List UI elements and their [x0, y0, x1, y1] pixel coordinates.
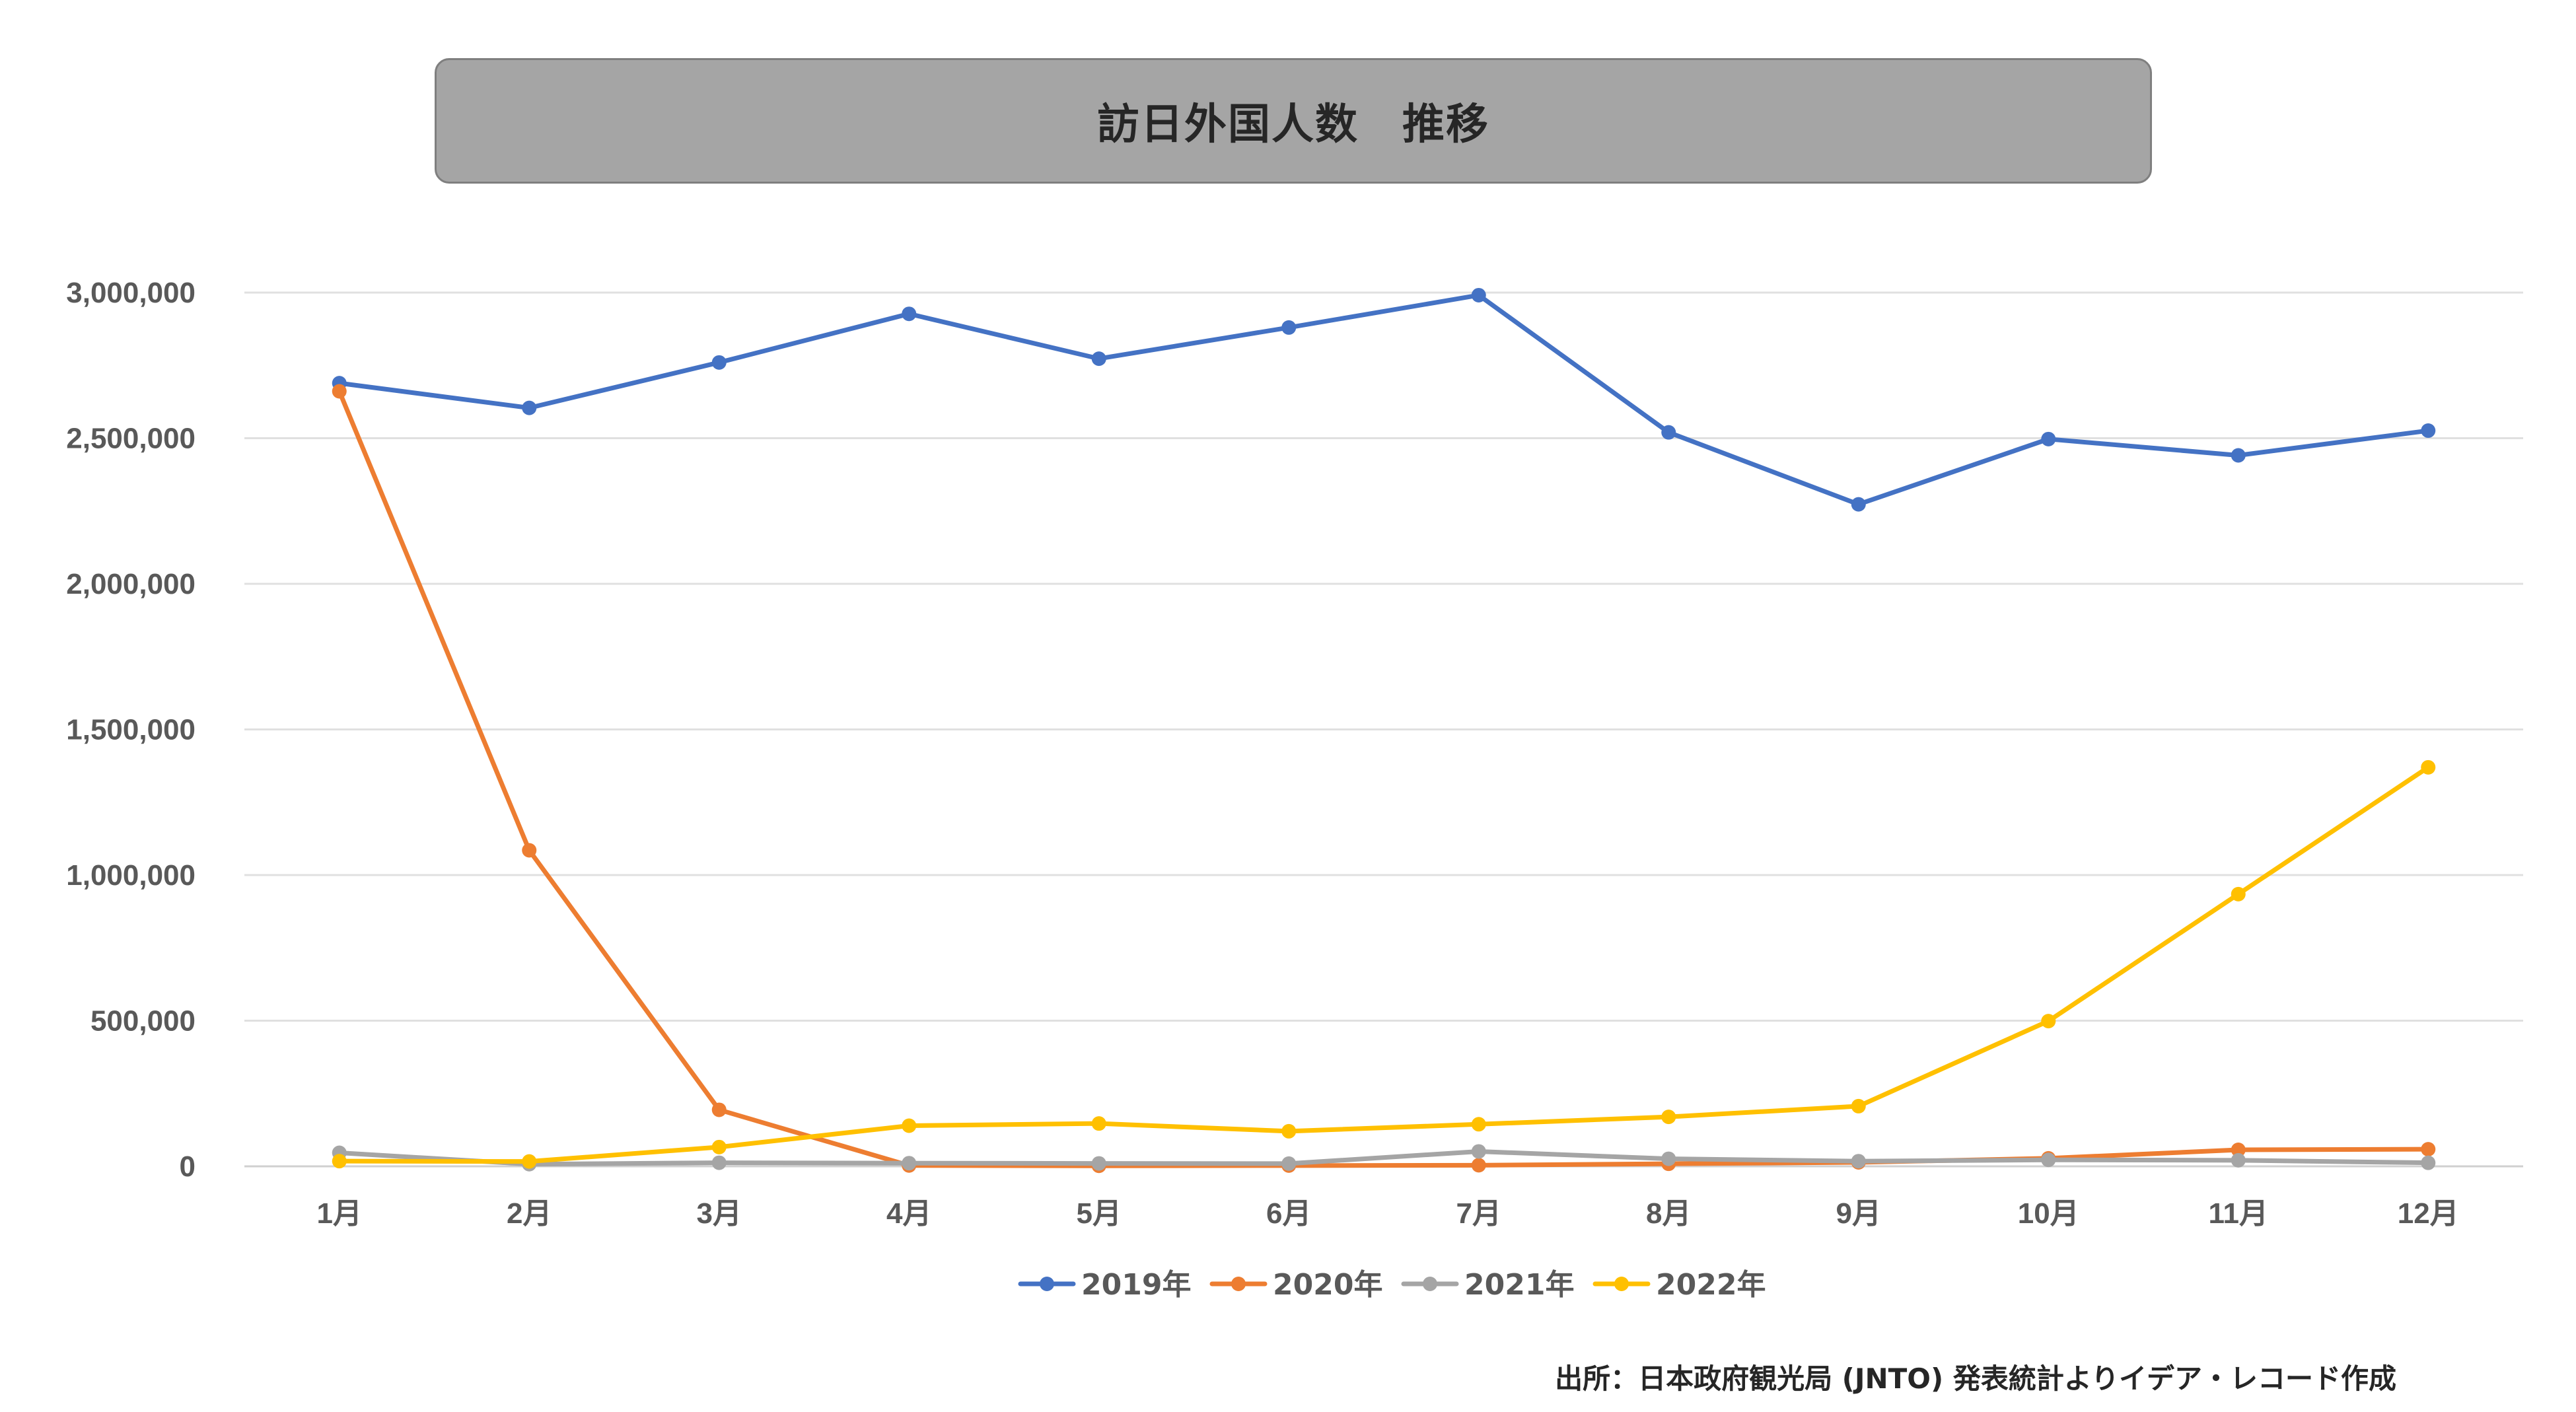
data-point — [711, 355, 727, 370]
x-tick-label: 1月 — [317, 1197, 362, 1230]
data-point — [2041, 1152, 2056, 1168]
legend-item: 2020年 — [1209, 1268, 1382, 1302]
data-point — [711, 1139, 727, 1154]
y-tick-label: 2,000,000 — [66, 568, 196, 600]
data-point — [2421, 759, 2436, 775]
data-point — [2231, 448, 2246, 463]
data-point — [2421, 1155, 2436, 1170]
x-tick-label: 8月 — [1646, 1197, 1691, 1230]
data-point — [1281, 1123, 1297, 1139]
chart-title: 訪日外国人数 推移 — [1097, 100, 1489, 149]
legend-marker — [1423, 1277, 1437, 1291]
series-line — [337, 388, 2431, 1168]
data-point — [1091, 1116, 1106, 1131]
series-1 — [332, 287, 2436, 512]
x-tick-label: 4月 — [886, 1197, 931, 1230]
series-line — [337, 765, 2431, 1164]
series-line — [337, 1148, 2431, 1167]
legend-label: 2019年 — [1081, 1268, 1191, 1302]
y-tick-label: 1,500,000 — [66, 714, 196, 746]
y-tick-label: 0 — [180, 1150, 196, 1183]
data-point — [1851, 1098, 1866, 1113]
grid-lines — [244, 291, 2523, 1168]
legend-item: 2019年 — [1018, 1268, 1191, 1302]
source-note: 出所：日本政府観光局 (JNTO) 発表統計よりイデア・レコード作成 — [1555, 1362, 2396, 1395]
data-point — [1661, 1151, 1676, 1166]
x-tick-label: 2月 — [507, 1197, 552, 1230]
data-point — [1851, 1154, 1866, 1169]
legend-marker — [1040, 1277, 1054, 1291]
data-point — [1471, 1117, 1486, 1132]
data-point — [1471, 287, 1486, 302]
y-tick-label: 500,000 — [90, 1005, 196, 1038]
data-point — [1471, 1144, 1486, 1159]
chart-title-box: 訪日外国人数 推移 — [435, 58, 2152, 184]
data-point — [711, 1102, 727, 1117]
x-tick-label: 11月 — [2208, 1197, 2268, 1230]
series-2 — [332, 384, 2436, 1174]
data-point — [2231, 886, 2246, 901]
x-tick-label: 3月 — [697, 1197, 742, 1230]
data-point — [1851, 497, 1866, 512]
data-point — [2231, 1142, 2246, 1157]
series-3 — [332, 1144, 2436, 1172]
x-tick-label: 7月 — [1456, 1197, 1501, 1230]
data-point — [711, 1155, 727, 1170]
data-point — [1661, 1110, 1676, 1125]
y-tick-label: 3,000,000 — [66, 277, 196, 309]
data-point — [2041, 1014, 2056, 1029]
data-point — [1281, 1156, 1297, 1171]
data-point — [2231, 1152, 2246, 1168]
series-4 — [332, 759, 2436, 1169]
x-tick-label: 5月 — [1077, 1197, 1122, 1230]
data-point — [522, 400, 537, 415]
data-point — [522, 1154, 537, 1169]
legend: 2019年 2020年 2021年 2022年 — [1018, 1268, 1766, 1302]
legend-item: 2022年 — [1592, 1268, 1766, 1302]
data-point — [902, 1118, 917, 1133]
data-point — [1471, 1158, 1486, 1173]
y-tick-label: 2,500,000 — [66, 423, 196, 455]
data-point — [1091, 351, 1106, 367]
legend-item: 2021年 — [1401, 1268, 1574, 1302]
data-point — [332, 384, 347, 399]
y-tick-label: 1,000,000 — [66, 859, 196, 892]
series-layer — [332, 287, 2436, 1174]
x-tick-label: 9月 — [1836, 1197, 1881, 1230]
data-point — [2421, 1142, 2436, 1157]
legend-label: 2021年 — [1464, 1268, 1574, 1302]
data-point — [1281, 320, 1297, 335]
legend-marker — [1231, 1277, 1246, 1291]
y-axis-tick-labels: 0 500,000 1,000,000 1,500,000 2,000,000 2,500… — [66, 277, 196, 1183]
data-point — [522, 843, 537, 858]
x-tick-label: 6月 — [1266, 1197, 1311, 1230]
x-tick-label: 12月 — [2398, 1197, 2459, 1230]
series-line — [337, 293, 2431, 507]
x-tick-label: 10月 — [2018, 1197, 2079, 1230]
data-point — [332, 1154, 347, 1169]
x-axis-tick-labels: 1月 2月 3月 4月 5月 6月 7月 8月 9月 10月 11月 12月 — [317, 1197, 2459, 1230]
legend-label: 2020年 — [1273, 1268, 1382, 1302]
data-point — [902, 1156, 917, 1171]
data-point — [2041, 431, 2056, 446]
legend-label: 2022年 — [1656, 1268, 1766, 1302]
data-point — [1091, 1156, 1106, 1171]
data-point — [1661, 425, 1676, 440]
data-point — [2421, 423, 2436, 439]
legend-marker — [1614, 1277, 1629, 1291]
data-point — [902, 306, 917, 322]
